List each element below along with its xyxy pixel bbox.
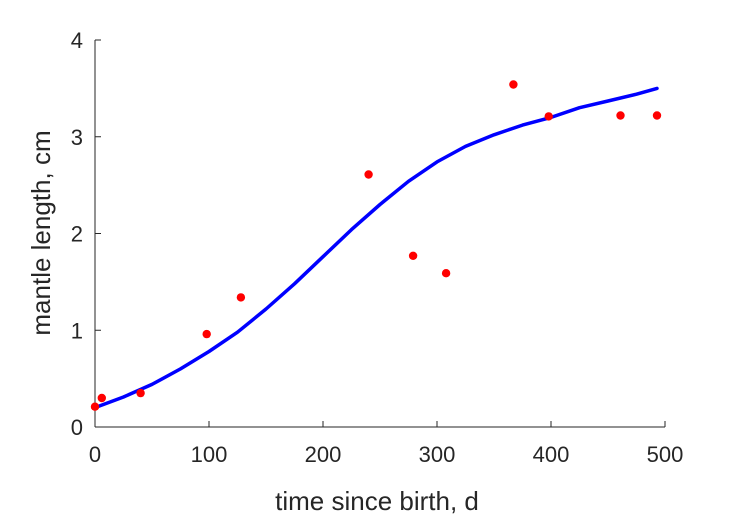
x-tick-label: 500 (647, 442, 684, 467)
fit-curve (93, 86, 659, 410)
x-ticks: 0 100 200 300 400 500 (89, 421, 683, 467)
x-tick-label: 100 (191, 442, 228, 467)
y-tick-label: 0 (71, 415, 83, 440)
y-tick-label: 3 (71, 125, 83, 150)
data-point (408, 251, 418, 260)
data-point (509, 80, 518, 89)
data-point (136, 388, 145, 398)
data-point (364, 170, 373, 179)
data-point (90, 402, 100, 411)
y-tick-label: 4 (71, 28, 83, 53)
y-tick-label: 1 (71, 318, 83, 343)
data-point (652, 111, 662, 120)
data-point (236, 293, 246, 302)
x-axis-label: time since birth, d (275, 486, 479, 516)
y-tick-label: 2 (71, 222, 83, 247)
data-point (616, 111, 625, 120)
x-tick-label: 400 (533, 442, 570, 467)
x-tick-label: 300 (419, 442, 456, 467)
data-point (441, 269, 451, 278)
series-layer (90, 80, 662, 411)
x-tick-label: 0 (89, 442, 101, 467)
y-axis-label: mantle length, cm (26, 130, 56, 335)
data-point (544, 112, 553, 121)
x-tick-label: 200 (305, 442, 342, 467)
y-ticks: 0 1 2 3 4 (71, 28, 101, 440)
data-point (97, 393, 107, 403)
data-point (202, 329, 211, 339)
